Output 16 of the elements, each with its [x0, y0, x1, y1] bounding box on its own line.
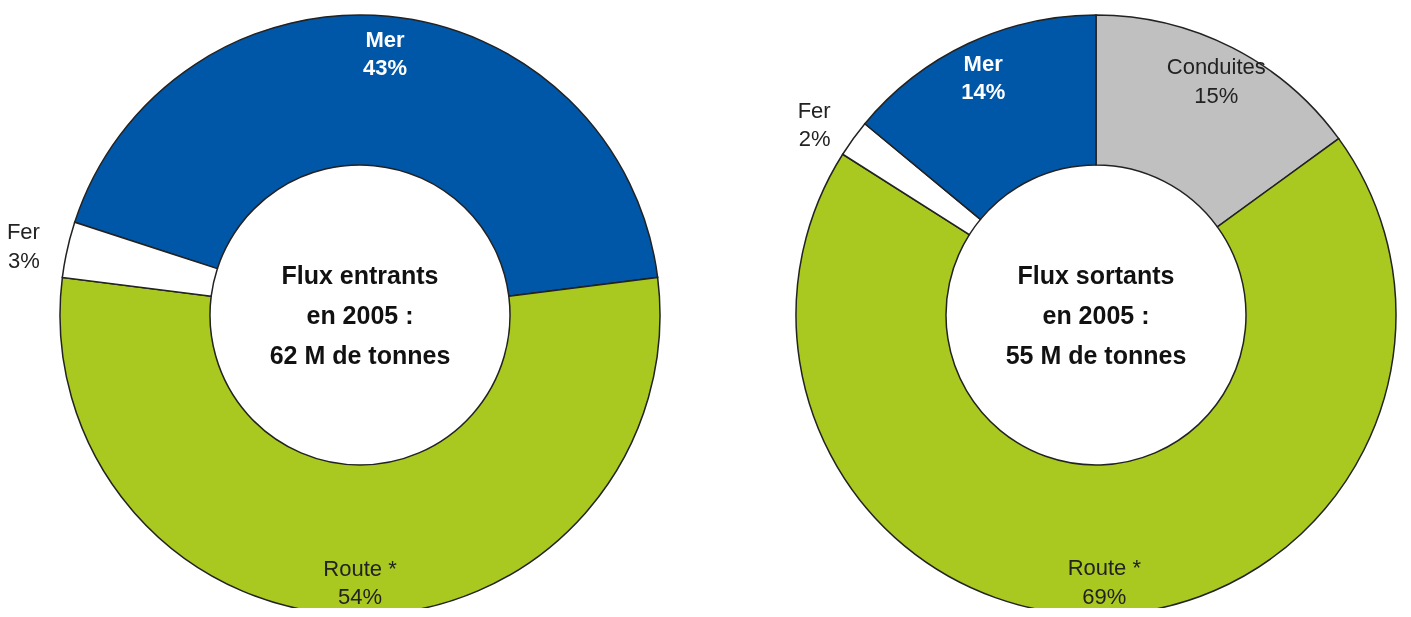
data-label: 3% — [8, 247, 40, 273]
slice-label: Fer — [797, 97, 831, 123]
text: Flux entrants en 2005 : 62 M de tonnes — [269, 261, 451, 369]
data-label: 2% — [798, 126, 831, 152]
slice-label: Mer — [963, 50, 1004, 76]
slice-label: Route * — [1067, 555, 1142, 581]
data-label: 15% — [1194, 83, 1239, 109]
data-label: 54% — [337, 584, 383, 610]
slice-label: Fer — [6, 219, 40, 245]
slice-label: Conduites — [1166, 54, 1266, 80]
slice-label: Route * — [323, 555, 398, 581]
data-label: 69% — [1082, 584, 1127, 610]
text: Flux sortants en 2005 : 55 M de tonnes — [1005, 261, 1187, 369]
data-label: 43% — [362, 55, 407, 81]
slice-label: Mer — [365, 26, 405, 52]
data-label: 14% — [961, 79, 1006, 105]
